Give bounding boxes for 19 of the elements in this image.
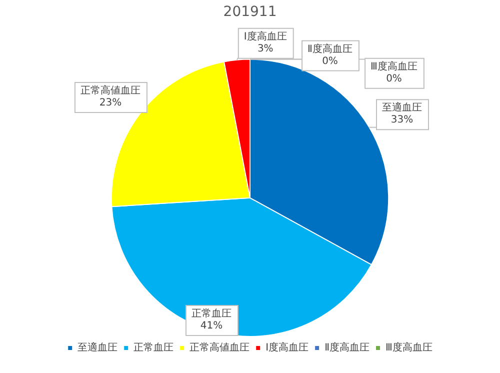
- legend-label: 正常高値血圧: [190, 342, 250, 354]
- chart-title: 201911: [223, 4, 277, 20]
- slice-label: 正常血圧: [191, 308, 232, 320]
- data-label: 3%: [257, 43, 274, 54]
- legend-label: 至適血圧: [78, 342, 118, 354]
- slice-label: Ⅰ度高血圧: [244, 30, 287, 42]
- legend-label: Ⅲ度高血圧: [385, 342, 432, 354]
- category-label: Ⅲ度高血圧: [370, 61, 418, 72]
- data-label: 23%: [99, 98, 122, 109]
- slice-label: 至適血圧: [382, 102, 422, 114]
- text: 0%: [386, 73, 402, 84]
- legend-label: 正常血圧: [134, 342, 174, 354]
- data-label: 41%: [200, 320, 223, 332]
- text: 0%: [322, 56, 338, 67]
- legend-label: Ⅱ度高血圧: [324, 342, 370, 354]
- slice-label: 正常高値血圧: [80, 84, 140, 97]
- legend-label: Ⅰ度高血圧: [266, 342, 309, 354]
- data-label: 33%: [390, 114, 414, 126]
- category-label: Ⅱ度高血圧: [308, 44, 352, 55]
